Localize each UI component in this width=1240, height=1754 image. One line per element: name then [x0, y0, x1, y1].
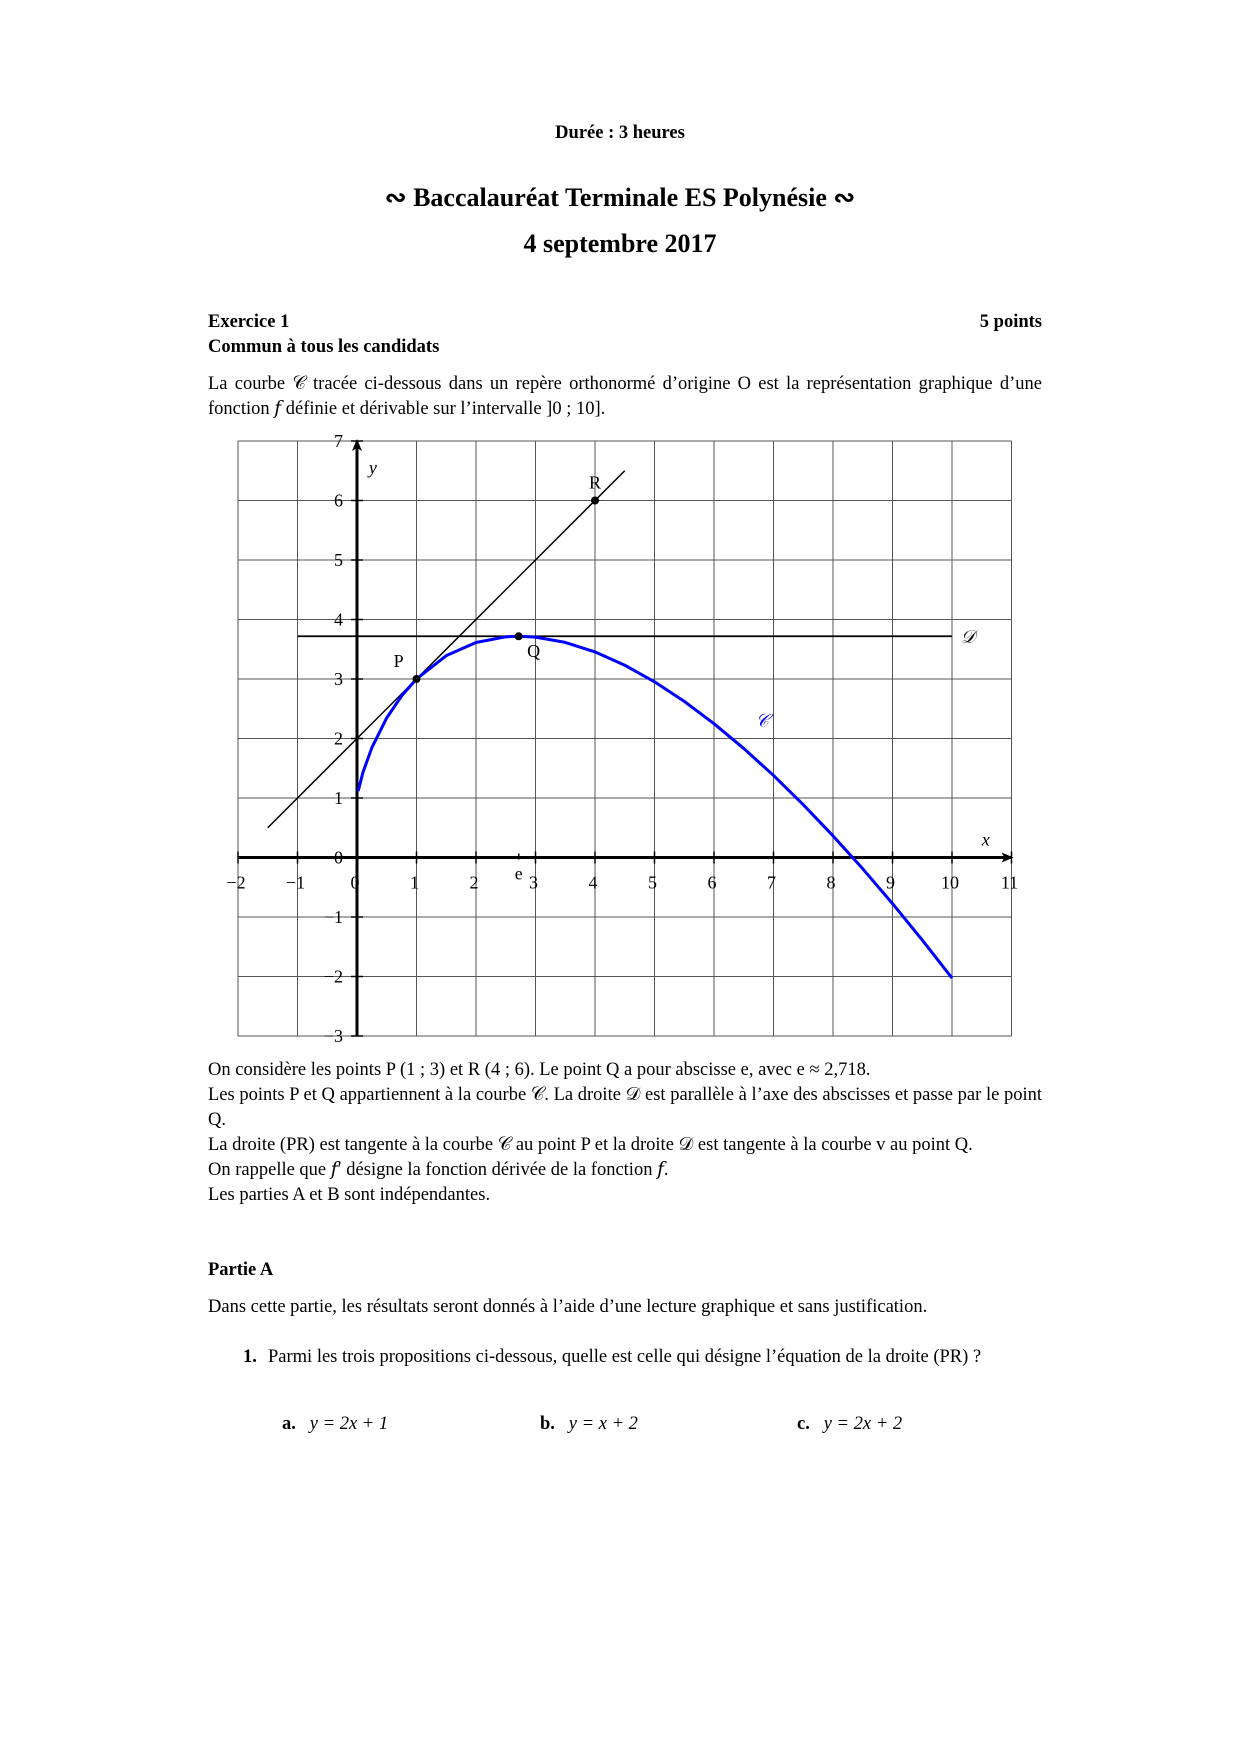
x-tick-label: 10 [941, 873, 959, 893]
option-label: b. [540, 1414, 555, 1434]
point-label-r: R [589, 473, 601, 493]
exam-title: ∾ Baccalauréat Terminale ES Polynésie ∾ [0, 182, 1240, 214]
x-tick-label: 8 [827, 873, 836, 893]
x-tick-label: −2 [226, 873, 245, 893]
option-a: a. y = 2x + 1 [282, 1412, 388, 1437]
y-tick-label: 0 [334, 848, 343, 868]
x-tick-label: 3 [529, 873, 538, 893]
y-axis-label: y [367, 458, 377, 478]
option-label: a. [282, 1414, 296, 1434]
question-text: Parmi les trois propositions ci-dessous,… [268, 1347, 982, 1367]
option-text: y = 2x + 2 [823, 1414, 903, 1434]
y-tick-label: 4 [334, 610, 343, 630]
part-a-intro: Dans cette partie, les résultats seront … [208, 1297, 928, 1317]
x-tick-label: 7 [767, 873, 776, 893]
y-tick-label: 3 [334, 669, 343, 689]
y-tick-label: −3 [324, 1026, 343, 1046]
function-graph: −2 −1 0 1 2 3 4 5 6 7 8 9 10 11 −3 −2 −1 0 1 2 3 4 5 6 7 x y 𝒟 𝒞e P Q R [226, 431, 1018, 1046]
x-tick-label: −1 [286, 873, 305, 893]
x-tick-label: 5 [648, 873, 657, 893]
exercise-title: Exercice 1 [208, 312, 290, 332]
line-d-label: 𝒟 [961, 626, 979, 646]
y-tick-label: 2 [334, 729, 343, 749]
exam-title-text: Baccalauréat Terminale ES Polynésie [413, 183, 827, 212]
x-tick-label: 9 [886, 873, 895, 893]
point-label-q: Q [527, 641, 540, 661]
ornament-left-icon: ∾ [384, 183, 407, 212]
graph-description: On considère les points P (1 ; 3) et R (… [208, 1058, 1042, 1208]
ornament-right-icon: ∾ [833, 183, 856, 212]
x-axis-label: x [981, 830, 990, 850]
point-p [412, 675, 421, 683]
y-tick-label: −2 [324, 967, 343, 987]
x-tick-label: 11 [1001, 873, 1018, 893]
description-line: Les points P et Q appartiennent à la cou… [208, 1085, 1042, 1130]
exam-date: 4 septembre 2017 [523, 229, 717, 258]
exercise-audience: Commun à tous les candidats [208, 337, 440, 357]
option-text: y = 2x + 1 [309, 1414, 389, 1434]
y-tick-label: 5 [334, 550, 343, 570]
x-tick-label: 2 [470, 873, 479, 893]
e-label: e [515, 864, 523, 884]
description-line: Les parties A et B sont indépendantes. [208, 1185, 491, 1205]
question-number: 1. [243, 1347, 257, 1367]
y-tick-label: 1 [334, 788, 343, 808]
point-q [514, 632, 523, 641]
option-text: y = x + 2 [568, 1414, 638, 1434]
option-b: b. y = x + 2 [540, 1412, 638, 1437]
curve-c-label: 𝒞 [756, 711, 774, 731]
tangent-line-pr [267, 470, 626, 829]
y-tick-label: 6 [334, 491, 343, 511]
y-tick-label: −1 [324, 907, 343, 927]
x-tick-label: 0 [351, 873, 360, 893]
x-axis-arrow-icon [1001, 852, 1014, 863]
description-line: On considère les points P (1 ; 3) et R (… [208, 1060, 871, 1080]
option-c: c. y = 2x + 2 [797, 1412, 902, 1437]
x-tick-label: 1 [410, 873, 419, 893]
point-r [591, 496, 599, 505]
part-a-title: Partie A [208, 1260, 274, 1280]
y-axis-arrow-icon [352, 439, 362, 451]
exercise-intro: La courbe 𝒞 tracée ci-dessous dans un re… [208, 374, 1042, 419]
description-line: La droite (PR) est tangente à la courbe … [208, 1135, 973, 1155]
curve-c [356, 634, 954, 979]
option-label: c. [797, 1414, 810, 1434]
y-tick-label: 7 [334, 431, 343, 451]
exam-duration: Durée : 3 heures [555, 123, 685, 143]
x-tick-label: 4 [589, 873, 598, 893]
exercise-points: 5 points [979, 312, 1042, 332]
point-label-p: P [394, 651, 404, 671]
x-tick-label: 6 [708, 873, 717, 893]
description-line: On rappelle que 𝑓′ désigne la fonction d… [208, 1160, 669, 1180]
